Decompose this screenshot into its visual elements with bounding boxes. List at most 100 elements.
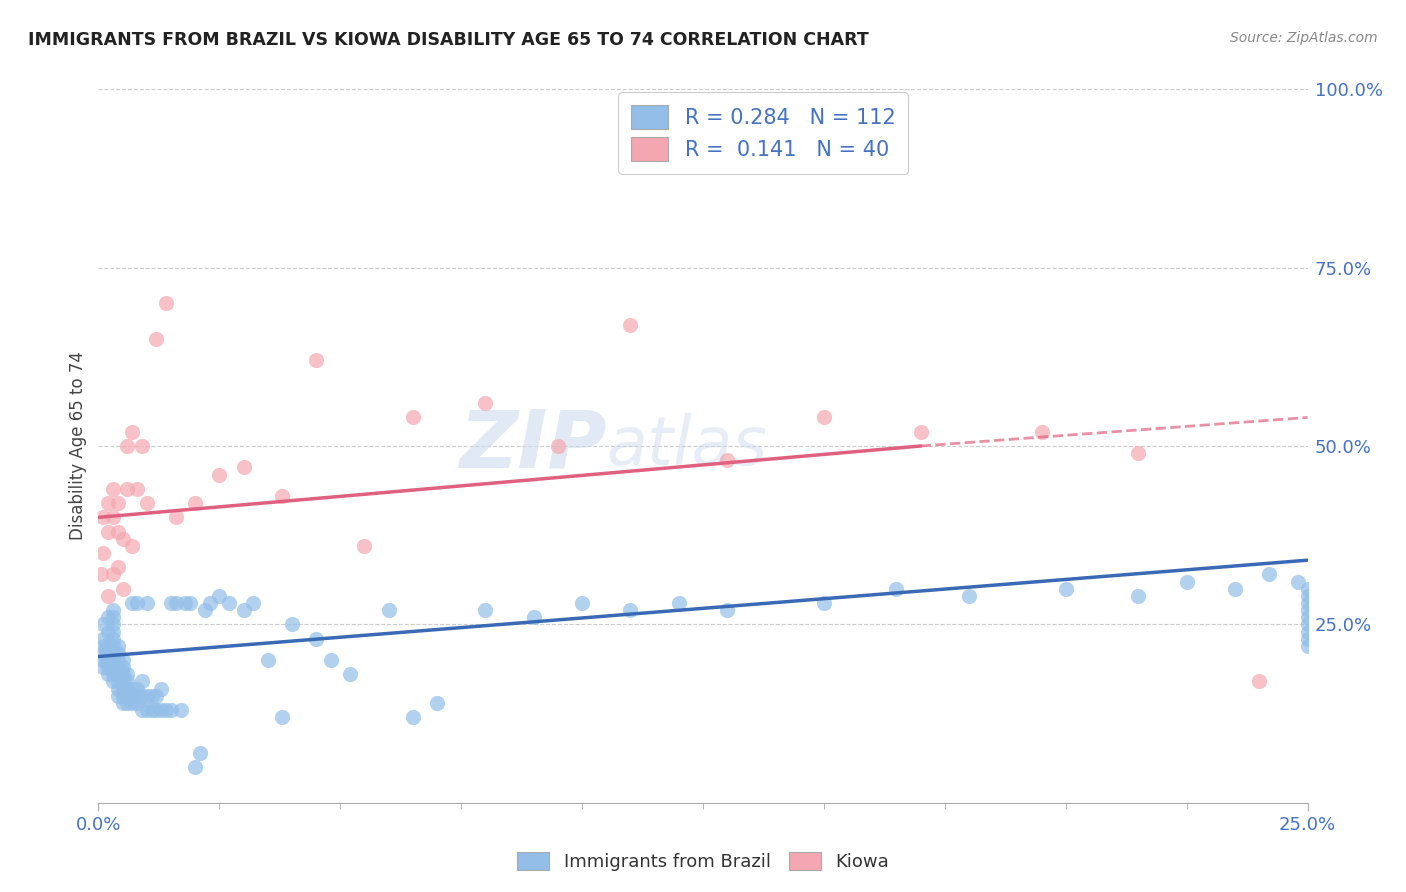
Point — [107, 674, 129, 689]
Point — [141, 689, 163, 703]
Point — [1249, 674, 1271, 689]
Point — [145, 703, 167, 717]
Point — [1296, 624, 1319, 639]
Point — [319, 653, 342, 667]
Point — [121, 425, 143, 439]
Point — [256, 653, 278, 667]
Point — [1296, 632, 1319, 646]
Point — [174, 596, 197, 610]
Point — [111, 653, 134, 667]
Point — [107, 667, 129, 681]
Point — [1223, 582, 1246, 596]
Point — [111, 689, 134, 703]
Point — [1257, 567, 1279, 582]
Point — [198, 596, 221, 610]
Point — [716, 603, 738, 617]
Point — [121, 689, 143, 703]
Point — [97, 653, 120, 667]
Point — [232, 603, 254, 617]
Point — [716, 453, 738, 467]
Point — [218, 596, 240, 610]
Point — [101, 617, 124, 632]
Point — [121, 596, 143, 610]
Point — [97, 610, 120, 624]
Point — [101, 639, 124, 653]
Point — [886, 582, 908, 596]
Point — [97, 646, 120, 660]
Point — [107, 496, 129, 510]
Point — [127, 689, 149, 703]
Point — [1296, 596, 1319, 610]
Point — [117, 674, 139, 689]
Point — [101, 667, 124, 681]
Point — [111, 667, 134, 681]
Point — [150, 681, 173, 696]
Point — [145, 332, 167, 346]
Point — [127, 696, 149, 710]
Point — [135, 703, 157, 717]
Legend: R = 0.284   N = 112, R =  0.141   N = 40: R = 0.284 N = 112, R = 0.141 N = 40 — [619, 93, 908, 174]
Point — [402, 710, 425, 724]
Point — [117, 482, 139, 496]
Point — [121, 539, 143, 553]
Point — [121, 696, 143, 710]
Point — [127, 681, 149, 696]
Point — [127, 596, 149, 610]
Point — [101, 482, 124, 496]
Point — [339, 667, 361, 681]
Point — [121, 681, 143, 696]
Point — [165, 596, 187, 610]
Point — [547, 439, 569, 453]
Text: IMMIGRANTS FROM BRAZIL VS KIOWA DISABILITY AGE 65 TO 74 CORRELATION CHART: IMMIGRANTS FROM BRAZIL VS KIOWA DISABILI… — [28, 31, 869, 49]
Point — [101, 646, 124, 660]
Point — [353, 539, 375, 553]
Point — [131, 674, 153, 689]
Point — [111, 532, 134, 546]
Point — [107, 524, 129, 539]
Point — [91, 660, 114, 674]
Point — [271, 489, 294, 503]
Point — [101, 653, 124, 667]
Point — [101, 610, 124, 624]
Text: atlas: atlas — [606, 413, 768, 479]
Point — [97, 624, 120, 639]
Point — [145, 689, 167, 703]
Point — [91, 639, 114, 653]
Point — [107, 646, 129, 660]
Point — [101, 567, 124, 582]
Point — [1054, 582, 1077, 596]
Point — [184, 760, 207, 774]
Point — [179, 596, 201, 610]
Point — [232, 460, 254, 475]
Point — [910, 425, 932, 439]
Point — [107, 660, 129, 674]
Point — [194, 603, 217, 617]
Point — [97, 589, 120, 603]
Point — [474, 603, 496, 617]
Point — [135, 496, 157, 510]
Point — [131, 703, 153, 717]
Point — [813, 410, 835, 425]
Point — [377, 603, 399, 617]
Point — [169, 703, 191, 717]
Point — [101, 660, 124, 674]
Point — [1128, 446, 1150, 460]
Point — [1296, 639, 1319, 653]
Point — [91, 632, 114, 646]
Point — [107, 689, 129, 703]
Point — [117, 696, 139, 710]
Point — [90, 646, 112, 660]
Point — [523, 610, 546, 624]
Text: Source: ZipAtlas.com: Source: ZipAtlas.com — [1230, 31, 1378, 45]
Point — [1296, 589, 1319, 603]
Point — [957, 589, 980, 603]
Point — [1175, 574, 1198, 589]
Point — [135, 689, 157, 703]
Point — [619, 603, 641, 617]
Point — [1296, 603, 1319, 617]
Point — [107, 560, 129, 574]
Point — [117, 681, 139, 696]
Point — [813, 596, 835, 610]
Point — [101, 603, 124, 617]
Point — [97, 524, 120, 539]
